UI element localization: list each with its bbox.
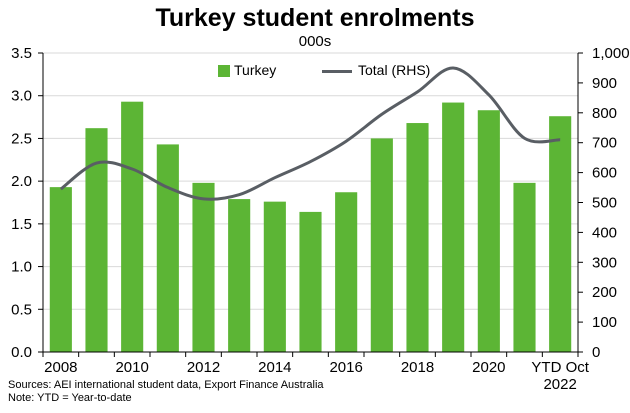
legend-swatch-turkey xyxy=(218,65,230,77)
y-left-tick-label: 1.5 xyxy=(11,216,32,233)
x-tick-label: 2014 xyxy=(258,359,291,376)
chart-subtitle: 000s xyxy=(298,33,332,50)
bar xyxy=(49,187,72,352)
y-right-tick-label: 300 xyxy=(592,254,617,271)
y-left-tick-label: 2.5 xyxy=(11,130,32,147)
bar xyxy=(406,123,429,353)
bar xyxy=(228,199,251,352)
y-right-tick-label: 500 xyxy=(592,195,617,212)
y-right-tick-label: 0 xyxy=(592,344,600,361)
bar xyxy=(192,182,215,352)
bar xyxy=(335,192,358,352)
y-right-tick-label: 100 xyxy=(592,314,617,331)
chart-title: Turkey student enrolments xyxy=(155,4,475,32)
footnotes: Sources: AEI international student data,… xyxy=(8,379,324,405)
y-left-tick-label: 3.5 xyxy=(11,45,32,62)
x-tick-label: 2016 xyxy=(329,359,362,376)
x-tick-label: 2010 xyxy=(115,359,148,376)
y-left-tick-label: 0.5 xyxy=(11,301,32,318)
bar xyxy=(85,128,108,352)
bar xyxy=(477,110,500,352)
ytd-note: Note: YTD = Year-to-date xyxy=(8,392,132,404)
y-right-tick-label: 400 xyxy=(592,224,617,241)
y-left-tick-label: 1.0 xyxy=(11,259,32,276)
legend-swatch-total xyxy=(322,70,352,73)
legend-label-turkey: Turkey xyxy=(234,62,277,78)
bar xyxy=(121,101,144,353)
y-right-tick-label: 200 xyxy=(592,284,617,301)
bar xyxy=(513,182,536,352)
y-left-tick-label: 2.0 xyxy=(11,173,32,190)
y-left-tick-label: 3.0 xyxy=(11,88,32,105)
bar xyxy=(549,116,572,353)
x-tick-label: 2018 xyxy=(401,359,434,376)
y-left-tick-label: 0.0 xyxy=(11,344,32,361)
x-tick-label: YTD Oct 2022 xyxy=(531,359,589,393)
y-right-tick-label: 700 xyxy=(592,135,617,152)
bar xyxy=(263,201,286,352)
bar xyxy=(442,102,465,352)
sources-note: Sources: AEI international student data,… xyxy=(8,379,324,391)
bar xyxy=(370,138,393,352)
x-tick-label: 2020 xyxy=(472,359,505,376)
y-right-tick-label: 800 xyxy=(592,105,617,122)
y-right-tick-label: 1,000 xyxy=(592,45,630,62)
x-tick-label: 2012 xyxy=(187,359,220,376)
y-right-tick-label: 600 xyxy=(592,165,617,182)
x-tick-label: 2008 xyxy=(44,359,77,376)
bar xyxy=(156,144,179,352)
y-right-tick-label: 900 xyxy=(592,75,617,92)
bar xyxy=(299,211,322,352)
legend-label-total: Total (RHS) xyxy=(358,62,431,78)
